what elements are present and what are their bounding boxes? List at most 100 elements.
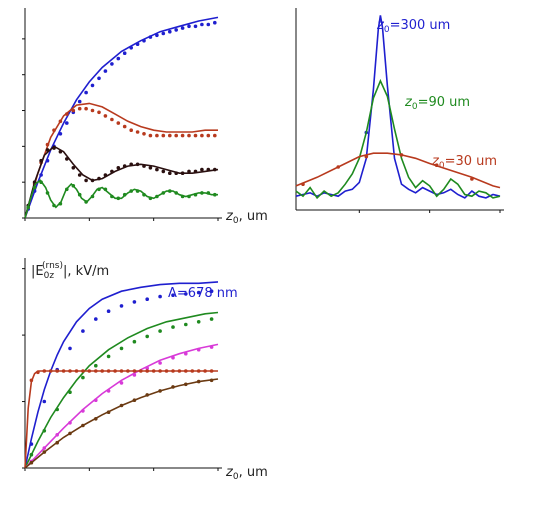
data-point — [68, 421, 72, 425]
data-point — [84, 179, 88, 183]
data-point — [203, 369, 207, 373]
data-point — [142, 39, 146, 43]
data-point — [174, 134, 178, 138]
data-point — [120, 304, 124, 308]
data-point — [142, 193, 146, 197]
series-line-1 — [25, 103, 218, 218]
data-point — [117, 197, 121, 201]
data-point — [52, 204, 56, 208]
data-point — [133, 369, 137, 373]
data-point — [107, 355, 111, 359]
data-point — [187, 195, 191, 199]
data-point — [81, 329, 85, 333]
data-point — [65, 112, 69, 116]
data-point — [43, 369, 47, 373]
data-point — [91, 195, 95, 199]
data-point — [78, 107, 82, 111]
data-point — [55, 441, 59, 445]
data-point — [55, 408, 59, 412]
data-point — [59, 132, 63, 136]
x-axis-title: z0, um — [225, 209, 268, 226]
data-point — [207, 191, 211, 195]
data-point — [59, 202, 63, 206]
data-point — [136, 130, 140, 134]
data-point — [145, 297, 149, 301]
series-label: z0=90 um — [404, 95, 470, 112]
data-point — [117, 166, 121, 170]
data-point — [65, 157, 69, 161]
data-point — [39, 180, 43, 184]
data-point — [171, 325, 175, 329]
data-point — [120, 381, 124, 385]
data-point — [120, 369, 124, 373]
data-point — [158, 361, 162, 365]
data-point — [68, 390, 72, 394]
data-point — [123, 51, 127, 55]
data-point — [84, 200, 88, 204]
data-point — [43, 446, 47, 450]
data-point — [149, 197, 153, 201]
data-point — [81, 409, 85, 413]
data-point — [43, 429, 47, 433]
data-point — [149, 35, 153, 39]
x-axis-title: z0, um — [225, 465, 268, 482]
data-point — [55, 433, 59, 437]
data-point — [65, 188, 69, 192]
data-point — [94, 364, 98, 368]
data-point — [168, 189, 172, 193]
data-point — [158, 329, 162, 333]
data-point — [39, 173, 43, 177]
data-point — [165, 369, 169, 373]
data-point — [65, 121, 69, 125]
data-point — [110, 62, 114, 66]
data-point — [30, 442, 34, 446]
data-point — [123, 125, 127, 129]
data-point — [78, 173, 82, 177]
data-point — [181, 195, 185, 199]
data-point — [139, 369, 143, 373]
data-point — [158, 389, 162, 393]
data-point — [200, 168, 204, 172]
data-point — [142, 164, 146, 168]
data-point — [168, 134, 172, 138]
data-point — [81, 424, 85, 428]
data-point — [149, 134, 153, 138]
data-point — [187, 25, 191, 29]
data-point — [174, 191, 178, 195]
data-point — [81, 376, 85, 380]
data-point — [210, 317, 214, 321]
data-point — [120, 404, 124, 408]
data-point — [97, 111, 101, 115]
data-point — [184, 369, 188, 373]
data-point — [126, 369, 130, 373]
data-point — [155, 195, 159, 199]
data-point — [91, 179, 95, 183]
data-point — [30, 461, 34, 465]
data-point — [197, 348, 201, 352]
data-point — [94, 369, 98, 373]
data-point — [365, 155, 369, 159]
data-point — [91, 84, 95, 88]
data-point — [184, 352, 188, 356]
data-point — [171, 356, 175, 360]
data-point — [68, 347, 72, 351]
data-point — [59, 150, 63, 154]
data-point — [200, 134, 204, 138]
data-point — [210, 379, 214, 383]
data-point — [400, 153, 404, 157]
data-point — [91, 109, 95, 113]
data-point — [162, 32, 166, 36]
data-point — [43, 450, 47, 454]
data-point — [213, 21, 217, 25]
data-point — [145, 369, 149, 373]
data-point — [136, 42, 140, 46]
data-point — [123, 193, 127, 197]
data-point — [187, 134, 191, 138]
data-point — [97, 177, 101, 181]
data-point — [162, 170, 166, 174]
data-point — [158, 295, 162, 299]
data-point — [210, 369, 214, 373]
data-point — [78, 193, 82, 197]
data-point — [110, 118, 114, 122]
